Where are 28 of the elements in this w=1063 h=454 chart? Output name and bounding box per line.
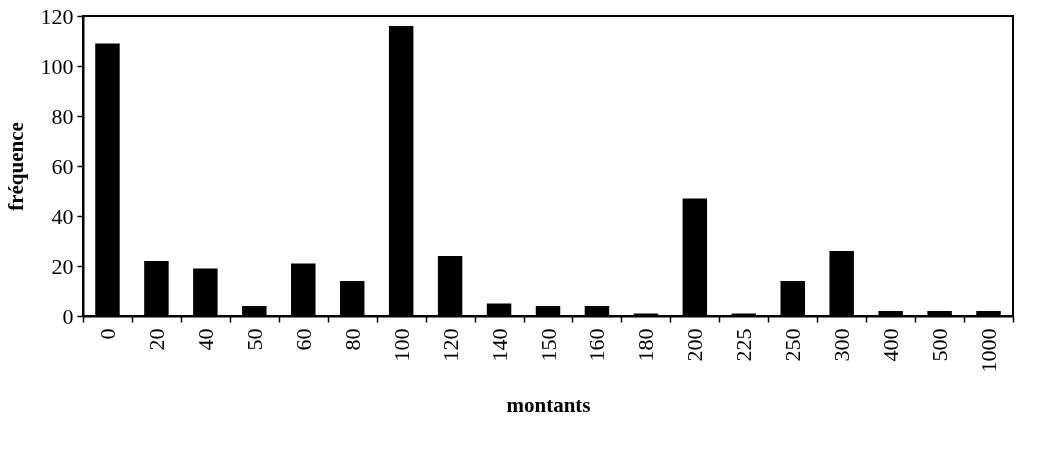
x-tick-label: 80 <box>339 328 365 351</box>
y-tick-label: 80 <box>51 103 74 129</box>
x-tick-label: 250 <box>780 328 806 362</box>
y-axis-title: fréquence <box>3 122 28 211</box>
x-tick-label: 40 <box>192 328 218 351</box>
x-tick-label: 180 <box>633 328 659 362</box>
x-tick-label: 200 <box>682 328 708 362</box>
x-tick-label: 1000 <box>976 328 1002 373</box>
x-tick-label: 0 <box>94 328 120 340</box>
y-tick-label: 0 <box>62 303 74 329</box>
x-axis-title: montants <box>506 392 591 417</box>
y-tick-label: 20 <box>51 253 74 279</box>
y-tick-label: 60 <box>51 153 74 179</box>
y-tick-label: 100 <box>40 53 74 79</box>
x-tick-label: 50 <box>241 328 267 351</box>
x-tick-label: 140 <box>486 328 512 362</box>
x-tick-label: 225 <box>731 328 757 362</box>
x-tick-label: 300 <box>829 328 855 362</box>
x-tick-label: 100 <box>388 328 414 362</box>
x-tick-label: 160 <box>584 328 610 362</box>
x-tick-label: 150 <box>535 328 561 362</box>
y-tick-label: 120 <box>40 3 74 29</box>
x-tick-label: 60 <box>290 328 316 351</box>
y-tick-label: 40 <box>51 203 74 229</box>
x-tick-label: 20 <box>143 328 169 351</box>
x-tick-label: 400 <box>878 328 904 362</box>
x-tick-label: 120 <box>437 328 463 362</box>
x-tick-label: 500 <box>927 328 953 362</box>
